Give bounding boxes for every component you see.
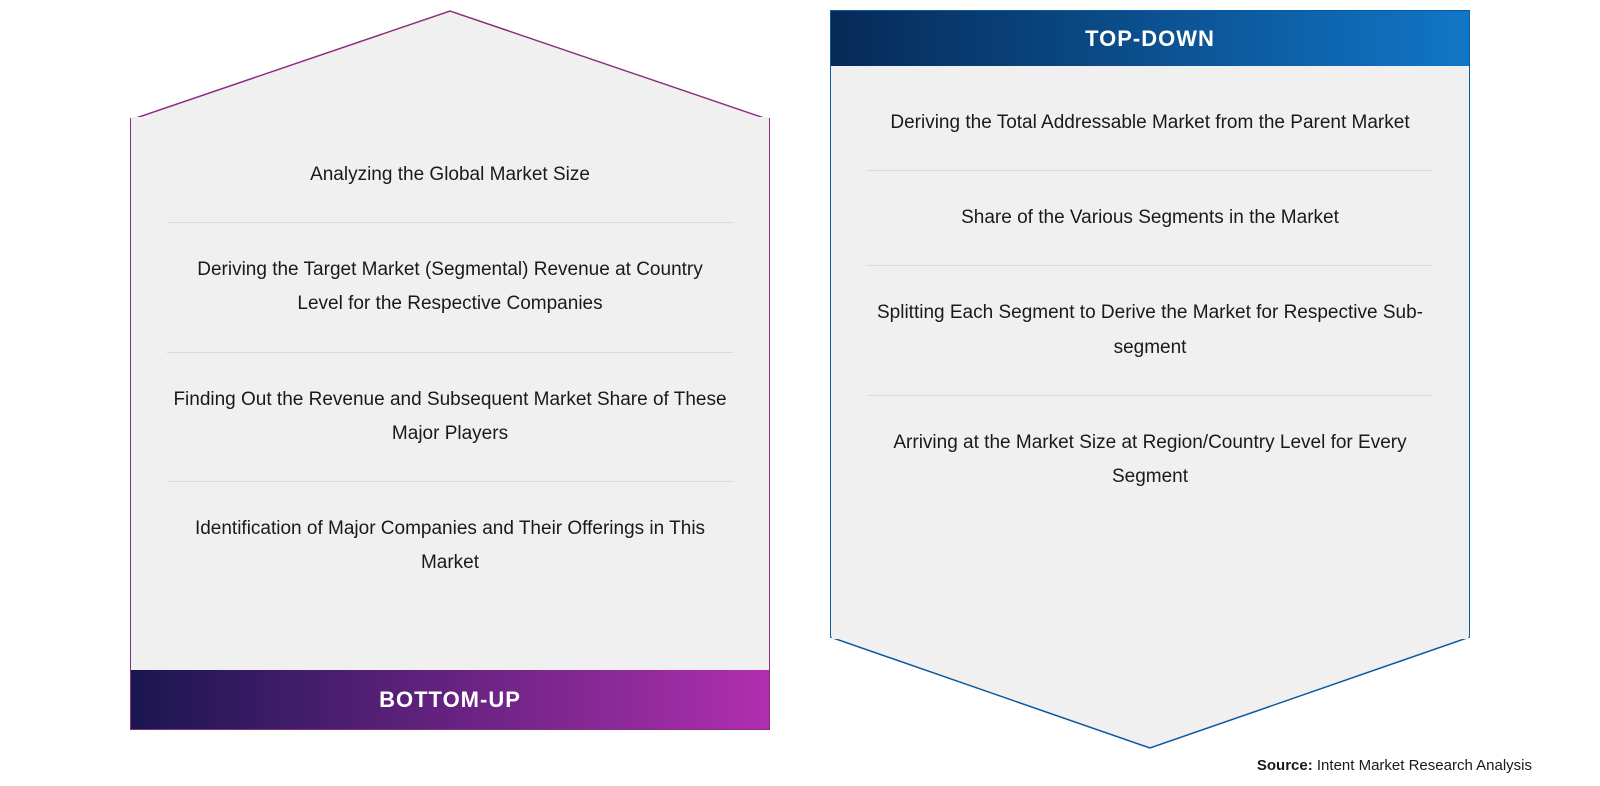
source-text: Intent Market Research Analysis (1317, 757, 1532, 774)
bottom-up-body: Analyzing the Global Market SizeDeriving… (130, 118, 770, 670)
top-down-body: Deriving the Total Addressable Market fr… (830, 66, 1470, 636)
top-down-steps: Deriving the Total Addressable Market fr… (831, 66, 1469, 524)
bottom-up-step: Deriving the Target Market (Segmental) R… (167, 223, 733, 352)
top-down-step: Deriving the Total Addressable Market fr… (867, 76, 1433, 171)
bottom-up-step: Identification of Major Companies and Th… (167, 482, 733, 610)
top-down-point-icon (830, 636, 1470, 750)
bottom-up-roof-icon (130, 10, 770, 120)
bottom-up-step: Finding Out the Revenue and Subsequent M… (167, 353, 733, 482)
top-down-title: TOP-DOWN (830, 10, 1470, 66)
source-label: Source: (1257, 757, 1313, 774)
top-down-step: Share of the Various Segments in the Mar… (867, 171, 1433, 266)
bottom-up-panel: Analyzing the Global Market SizeDeriving… (130, 10, 770, 750)
bottom-up-step: Analyzing the Global Market Size (167, 128, 733, 223)
bottom-up-title-text: BOTTOM-UP (379, 687, 521, 713)
source-attribution: Source: Intent Market Research Analysis (1257, 757, 1532, 774)
bottom-up-title: BOTTOM-UP (130, 670, 770, 730)
top-down-panel: TOP-DOWN Deriving the Total Addressable … (830, 10, 1470, 750)
diagram-container: Analyzing the Global Market SizeDeriving… (0, 0, 1600, 750)
top-down-title-text: TOP-DOWN (1085, 26, 1215, 52)
top-down-step: Arriving at the Market Size at Region/Co… (867, 396, 1433, 524)
top-down-step: Splitting Each Segment to Derive the Mar… (867, 266, 1433, 395)
bottom-up-steps: Analyzing the Global Market SizeDeriving… (131, 118, 769, 610)
